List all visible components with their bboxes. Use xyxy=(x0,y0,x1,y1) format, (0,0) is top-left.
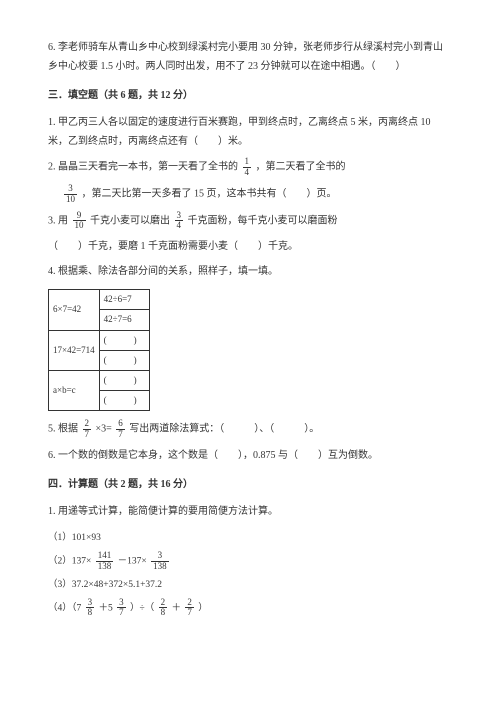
s3-q5-text-a: 5. 根据 xyxy=(48,424,78,435)
fraction-icon: 67 xyxy=(116,419,125,440)
s3-q5-text-b: ×3= xyxy=(96,424,112,435)
s3-q1: 1. 甲乙丙三人各以固定的速度进行百米赛跑，甲到终点时，乙离终点 5 米，丙离终… xyxy=(48,113,452,151)
calc-text: （2）137× xyxy=(48,556,91,566)
table-cell: ( ) xyxy=(99,370,149,390)
s3-q3-text-c: 千克面粉，每千克小麦可以磨面粉 xyxy=(188,215,338,226)
calc-text: （4）（7 xyxy=(48,603,81,613)
s3-q2-line2: 310 ，第二天比第一天多看了 15 页，这本书共有（ ）页。 xyxy=(48,184,452,205)
fraction-icon: 14 xyxy=(243,157,252,178)
fraction-icon: 28 xyxy=(159,598,168,619)
fraction-icon: 37 xyxy=(117,598,126,619)
calc-item-3: （3）37.2×48+372×5.1+37.2 xyxy=(48,576,452,594)
question-6: 6. 李老师骑车从青山乡中心校到绿溪村完小要用 30 分钟，张老师步行从绿溪村完… xyxy=(48,38,452,76)
calc-item-2: （2）137× 141138 －137× 3138 xyxy=(48,551,452,572)
calc-text: ＋5 xyxy=(99,603,113,613)
table-cell: 42÷6=7 xyxy=(99,290,149,310)
s3-q2-text-c: ，第二天比第一天多看了 15 页，这本书共有（ ）页。 xyxy=(82,188,337,199)
s3-q2-text-a: 2. 晶晶三天看完一本书，第一天看了全书的 xyxy=(48,162,238,173)
table-cell: ( ) xyxy=(99,350,149,370)
fraction-icon: 910 xyxy=(73,211,86,232)
table-cell: ( ) xyxy=(99,390,149,410)
fraction-icon: 141138 xyxy=(96,551,114,572)
s3-q3-text-b: 千克小麦可以磨出 xyxy=(90,215,170,226)
s3-q4: 4. 根据乘、除法各部分间的关系，照样子，填一填。 xyxy=(48,262,452,281)
s3-q2-text-b: ，第二天看了全书的 xyxy=(256,162,346,173)
fraction-icon: 27 xyxy=(185,598,194,619)
calc-item-4: （4）（7 38 ＋5 37 ）÷（ 28 ＋ 27 ） xyxy=(48,598,452,619)
table-cell: 17×42=714 xyxy=(49,330,100,370)
s3-q3-text-a: 3. 用 xyxy=(48,215,68,226)
s3-q3-line2: （ ）千克，要磨 1 千克面粉需要小麦（ ）千克。 xyxy=(48,237,452,256)
fraction-icon: 38 xyxy=(86,598,95,619)
fraction-icon: 27 xyxy=(83,419,92,440)
calc-text: －137× xyxy=(118,556,147,566)
section-3-title: 三．填空题（共 6 题，共 12 分） xyxy=(48,86,452,105)
s3-q3: 3. 用 910 千克小麦可以磨出 34 千克面粉，每千克小麦可以磨面粉 xyxy=(48,211,452,232)
calc-item-1: （1）101×93 xyxy=(48,529,452,547)
s3-q2: 2. 晶晶三天看完一本书，第一天看了全书的 14 ，第二天看了全书的 xyxy=(48,157,452,178)
s4-q1: 1. 用递等式计算，能简便计算的要用简便方法计算。 xyxy=(48,502,452,521)
s3-q6: 6. 一个数的倒数是它本身，这个数是（ ），0.875 与（ ）互为倒数。 xyxy=(48,446,452,465)
fraction-icon: 3138 xyxy=(151,551,169,572)
table-cell: 6×7=42 xyxy=(49,290,100,330)
table-cell: ( ) xyxy=(99,330,149,350)
fraction-icon: 310 xyxy=(64,184,77,205)
table-cell: 42÷7=6 xyxy=(99,310,149,330)
table-cell: a×b=c xyxy=(49,370,100,410)
relation-table: 6×7=4242÷6=7 42÷7=6 17×42=714( ) ( ) a×b… xyxy=(48,289,150,411)
calc-text: ） xyxy=(198,603,208,613)
fraction-icon: 34 xyxy=(175,211,184,232)
calc-text: ＋ xyxy=(172,603,182,613)
s3-q5: 5. 根据 27 ×3= 67 写出两道除法算式：（ ）、（ ）。 xyxy=(48,419,452,440)
calc-list: （1）101×93 （2）137× 141138 －137× 3138 （3）3… xyxy=(48,529,452,619)
section-4-title: 四．计算题（共 2 题，共 16 分） xyxy=(48,475,452,494)
calc-text: ）÷（ xyxy=(130,603,154,613)
s3-q5-text-c: 写出两道除法算式：（ ）、（ ）。 xyxy=(129,424,319,435)
